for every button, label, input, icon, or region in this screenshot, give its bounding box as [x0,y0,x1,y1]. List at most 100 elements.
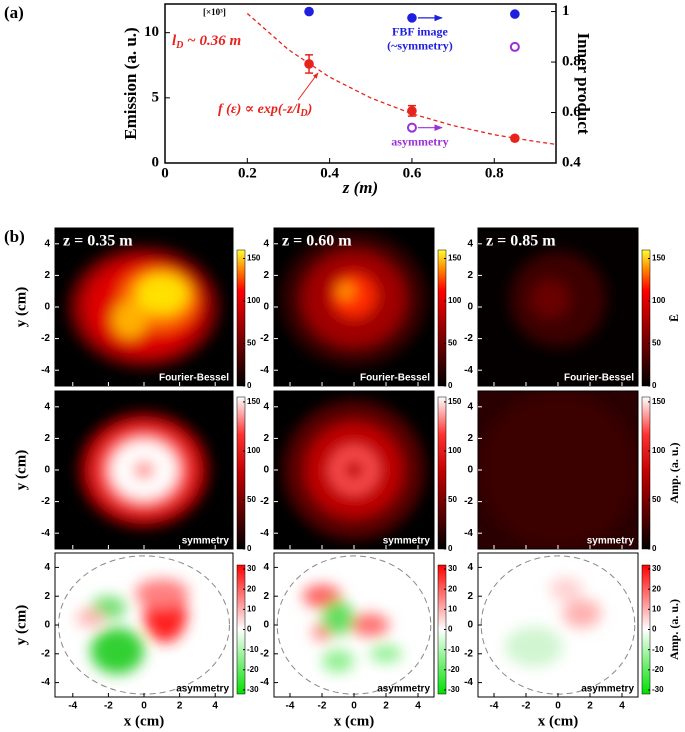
y-tick-label: 4 [467,238,473,249]
y-tick-label: 4 [263,238,269,249]
data-point [407,13,417,23]
colorbar [641,396,651,550]
x-axis-label: x (cm) [334,713,374,729]
colorbar-tick-label: 100 [448,446,462,455]
fit-curve [246,13,557,146]
annotation: lD ~ 0.36 m [172,33,241,51]
panel-label: (a) [4,3,24,22]
x-tick-label: -2 [522,701,531,712]
colorbar-tick-label: 150 [652,397,666,406]
colorbar-tick-label: 150 [247,254,261,263]
multiplier: [×10³] [203,7,226,17]
data-point [510,9,520,19]
x-tick-label: 0 [555,701,561,712]
colorbar-tick-label: 100 [652,296,666,305]
colorbar [437,396,447,550]
colorbar-tick-label: 10 [448,604,457,613]
y-tick-label: 4 [263,401,269,412]
heatmap-image [478,553,638,697]
y-axis-label: y (cm) [13,605,29,645]
panel-caption: Fourier-Bessel [159,373,229,384]
y-tick-label: -2 [41,496,50,507]
x-tick-label: -4 [286,701,295,712]
colorbar-tick-label: 0 [247,625,252,634]
y-tick-label: -2 [260,333,269,344]
annotation-part: l [172,33,177,49]
y-tick-label: -4 [464,677,473,688]
heatmap-background [55,553,233,697]
colorbar-tick-label: 20 [652,584,661,593]
colorbar [641,249,651,387]
panel-caption: asymmetry [581,684,634,695]
heatmap-blob [135,578,189,608]
y-tick-label: 2 [44,433,50,444]
x-tick-label: 0.8 [485,165,504,181]
x-tick-label: 0.4 [320,165,339,181]
colorbar-tick-label: -30 [448,685,460,694]
colorbar-tick-label: -10 [247,645,259,654]
y-tick-label: 0 [152,154,160,170]
heatmap-blob [322,600,354,636]
heatmap-blob [350,613,390,637]
y-tick-label: 2 [467,591,473,602]
heatmap-blob [550,577,582,601]
x-axis-label: x (cm) [124,713,164,729]
y-tick-label: 4 [44,238,50,249]
heatmap-blobs [302,584,402,673]
y2-tick-label: 0.6 [562,104,581,120]
colorbar-tick-label: -30 [652,685,664,694]
annotation: f (ε) ∝ exp(-z/lD) [218,102,312,119]
colorbar-tick-label: 0 [448,625,453,634]
heatmap-blobs [510,251,606,347]
colorbar-tick-label: -20 [247,665,259,674]
colorbar-tick-label: 50 [247,495,256,504]
y-axis-label: Emission (a. u.) [121,27,140,139]
colorbar-tick-label: 50 [652,339,661,348]
y-tick-label: -2 [41,333,50,344]
y2-tick-label: 1 [562,3,570,19]
legend-note: (~symmetry) [387,39,453,53]
heatmap-blob [338,283,354,300]
data-point [304,6,314,17]
y-tick-label: -4 [260,365,269,376]
heatmap-image [55,553,233,697]
heatmap-blob [322,649,354,673]
data-point [509,41,520,52]
y-tick-label: 4 [467,401,473,412]
colorbar-tick-label: 0 [652,625,657,634]
x-tick-label: 0.2 [238,165,257,181]
heatmap-blob [530,280,570,319]
y-tick-label: 0 [44,302,50,313]
y2-tick-label: 0.8 [562,53,581,69]
heatmap-blobs [76,578,189,674]
panel-title: z = 0.60 m [282,233,352,250]
heatmap-blob [111,300,148,339]
y-tick-label: -2 [464,333,473,344]
colorbar [437,249,447,387]
colorbar-tick-label: -10 [448,645,460,654]
colorbar [236,396,246,550]
heatmap-blob [76,609,105,627]
heatmap-blobs [478,391,638,549]
y-tick-label: 2 [44,270,50,281]
colorbar-tick-label: 30 [652,564,661,573]
colorbar-tick-label: 30 [448,564,457,573]
x-tick-label: 2 [177,701,183,712]
y-tick-label: -4 [260,528,269,539]
panel-caption: symmetry [182,536,230,547]
data-point [406,122,417,133]
heatmap-blob [505,626,563,667]
x-tick-label: 4 [415,701,421,712]
panel-title: z = 0.85 m [486,233,556,250]
panel-caption: Fourier-Bessel [360,373,430,384]
data-point [407,106,417,116]
y-tick-label: -4 [41,677,50,688]
heatmap-image [274,553,434,697]
subscript: D [299,108,307,119]
colorbar-tick-label: -30 [247,685,259,694]
x-tick-label: 2 [587,701,593,712]
y-tick-label: -4 [41,365,50,376]
colorbar-tick-label: 100 [652,446,666,455]
heatmap-blob [342,458,366,482]
